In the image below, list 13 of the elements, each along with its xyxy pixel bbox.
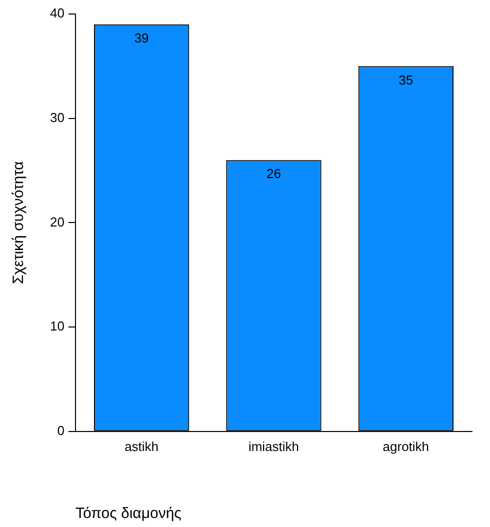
data-label: 26 [266, 166, 281, 182]
x-tick-label: astikh [124, 438, 159, 454]
x-tick-label: agrotikh [382, 438, 430, 454]
y-tick-label: 10 [50, 318, 64, 334]
data-label: 39 [134, 30, 149, 46]
data-label: 35 [398, 72, 414, 88]
x-tick-label: imiastikh [248, 438, 300, 454]
y-axis-title: Σχετική συχνότητα [10, 161, 28, 284]
y-tick-label: 0 [57, 422, 64, 438]
y-tick-label: 40 [50, 6, 64, 21]
x-axis-title: Τόπος διαμονής [75, 505, 182, 522]
y-tick-label: 20 [50, 214, 64, 230]
y-tick-label: 30 [50, 110, 64, 125]
